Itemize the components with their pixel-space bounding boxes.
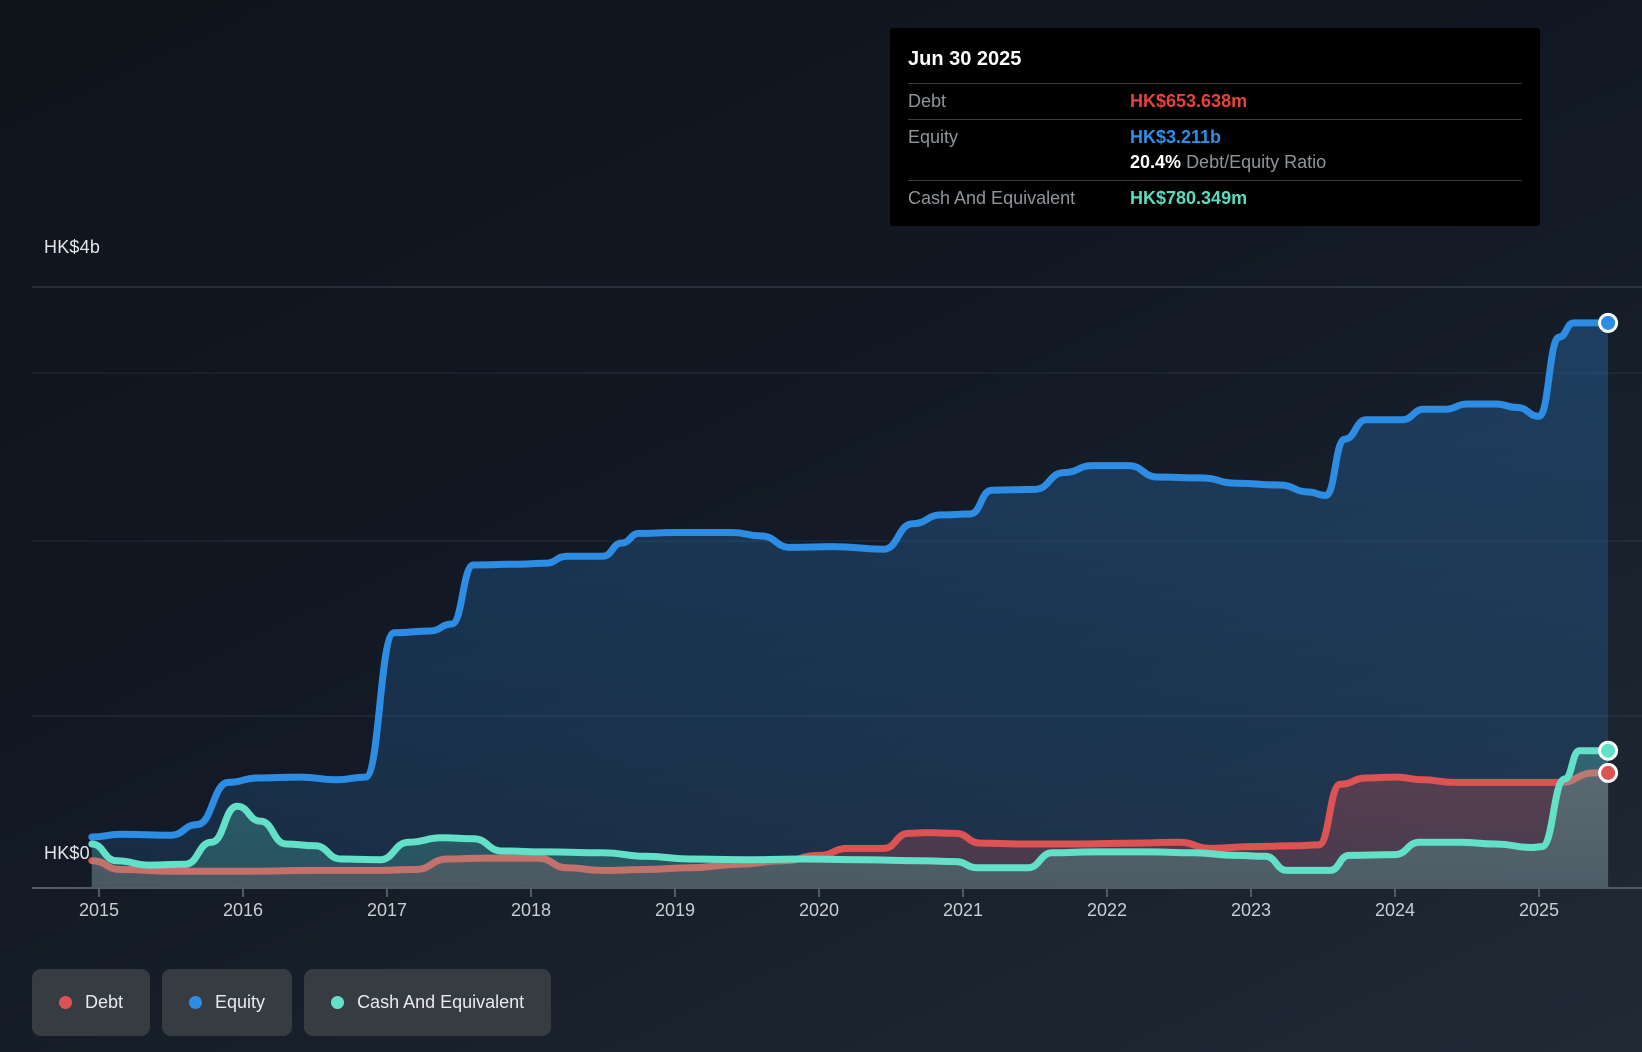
tooltip-equity-value: HK$3.211b [1130, 127, 1221, 148]
legend-debt-label: Debt [85, 992, 123, 1013]
legend-item-cash[interactable]: Cash And Equivalent [304, 969, 551, 1036]
y-axis-label-top: HK$4b [44, 237, 100, 258]
tooltip-panel: Jun 30 2025 Debt HK$653.638m Equity HK$3… [890, 28, 1540, 226]
tooltip-cash-value: HK$780.349m [1130, 188, 1247, 209]
debt-end-dot[interactable] [1600, 764, 1617, 781]
legend-item-equity[interactable]: Equity [162, 969, 292, 1036]
x-axis-label: 2025 [1519, 900, 1559, 920]
tooltip-row-debt: Debt HK$653.638m [908, 84, 1522, 120]
tooltip-row-cash: Cash And Equivalent HK$780.349m [908, 181, 1522, 216]
x-axis-label: 2015 [79, 900, 119, 920]
tooltip-row-equity: Equity HK$3.211b [908, 120, 1522, 150]
debt-legend-dot-icon [59, 996, 72, 1009]
x-axis-label: 2018 [511, 900, 551, 920]
x-axis-label: 2023 [1231, 900, 1271, 920]
y-axis-label-zero: HK$0 [44, 843, 90, 864]
tooltip-row-ratio: 20.4% Debt/Equity Ratio [908, 150, 1522, 181]
x-axis-label: 2024 [1375, 900, 1415, 920]
legend: Debt Equity Cash And Equivalent [32, 969, 551, 1036]
equity-end-dot[interactable] [1600, 314, 1617, 331]
tooltip-debt-label: Debt [908, 91, 1130, 112]
legend-equity-label: Equity [215, 992, 265, 1013]
x-axis-label: 2019 [655, 900, 695, 920]
legend-cash-label: Cash And Equivalent [357, 992, 524, 1013]
cash-end-dot[interactable] [1600, 742, 1617, 759]
x-axis-label: 2022 [1087, 900, 1127, 920]
equity-legend-dot-icon [189, 996, 202, 1009]
cash-legend-dot-icon [331, 996, 344, 1009]
tooltip-ratio-label: Debt/Equity Ratio [1186, 152, 1326, 172]
tooltip-ratio-value: 20.4% [1130, 152, 1181, 172]
x-axis-label: 2020 [799, 900, 839, 920]
tooltip-equity-label: Equity [908, 127, 1130, 148]
x-axis-label: 2016 [223, 900, 263, 920]
tooltip-debt-value: HK$653.638m [1130, 91, 1247, 112]
tooltip-date: Jun 30 2025 [908, 40, 1522, 84]
tooltip-cash-label: Cash And Equivalent [908, 188, 1130, 209]
x-axis-label: 2017 [367, 900, 407, 920]
x-axis-label: 2021 [943, 900, 983, 920]
legend-item-debt[interactable]: Debt [32, 969, 150, 1036]
balance-sheet-chart: 2015 2016 2017 2018 2019 2020 2021 2022 2023 2024… [0, 0, 1642, 1052]
